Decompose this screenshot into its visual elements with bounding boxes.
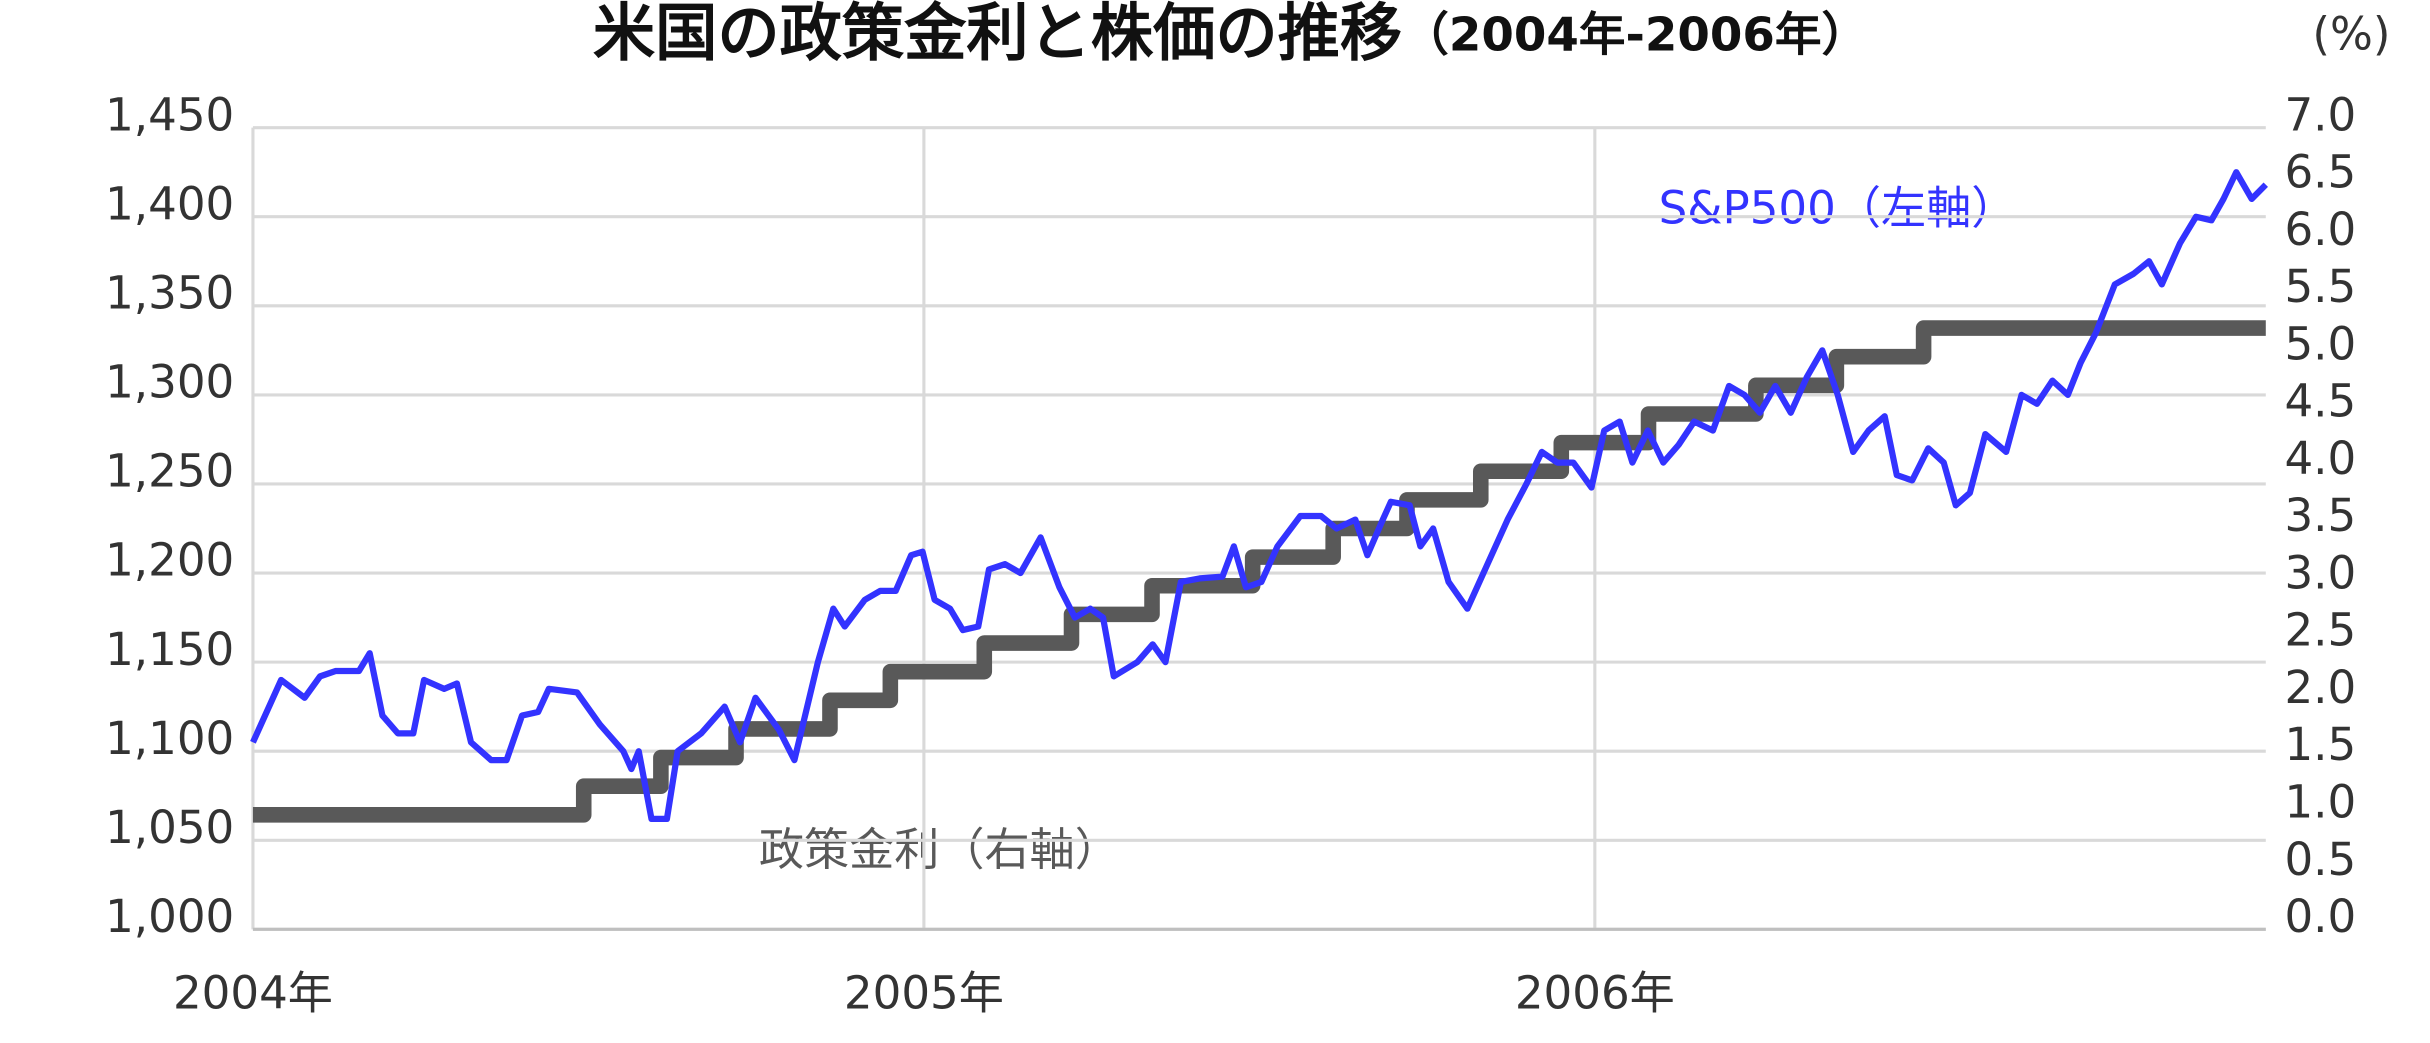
- y-tick-label: 1,150: [105, 623, 234, 676]
- y2-unit: (%): [2312, 7, 2390, 60]
- rate-annotation: 政策金利（右軸）: [759, 823, 1120, 876]
- y2-tick-label: 0.5: [2284, 833, 2356, 886]
- y2-tick-label: 5.5: [2284, 260, 2356, 313]
- y-tick-label: 1,000: [105, 890, 234, 943]
- y-tick-label: 1,450: [105, 88, 234, 141]
- y2-tick-label: 3.5: [2284, 489, 2356, 542]
- y2-tick-label: 6.0: [2284, 203, 2356, 256]
- y-tick-label: 1,350: [105, 266, 234, 319]
- y2-tick-label: 4.5: [2284, 375, 2356, 428]
- rate-line: [252, 320, 2266, 823]
- title-main: 米国の政策金利と株価の推移: [593, 0, 1402, 69]
- y-tick-label: 1,400: [105, 177, 234, 230]
- y-tick-label: 1,200: [105, 534, 234, 587]
- y2-tick-label: 2.0: [2284, 661, 2356, 714]
- y-tick-label: 1,300: [105, 356, 234, 409]
- y2-tick-label: 6.5: [2284, 146, 2356, 199]
- x-tick-label: 2005年: [844, 966, 1004, 1019]
- y2-tick-label: 1.5: [2284, 718, 2356, 771]
- y2-tick-label: 3.0: [2284, 546, 2356, 599]
- sp500-annotation: S&P500（左軸）: [1659, 182, 2017, 235]
- series-line: [250, 169, 2268, 823]
- y-tick-label: 1,250: [105, 445, 234, 498]
- y2-tick-label: 5.0: [2284, 317, 2356, 370]
- y2-tick-label: 7.0: [2284, 88, 2356, 141]
- x-tick-label: 2006年: [1515, 966, 1675, 1019]
- chart-title: 米国の政策金利と株価の推移（2004年-2006年）: [593, 0, 1868, 69]
- title-period: （2004年-2006年）: [1402, 8, 1868, 62]
- x-tick-label: 2004年: [173, 966, 333, 1019]
- y-tick-label: 1,050: [105, 801, 234, 854]
- y2-tick-label: 0.0: [2284, 890, 2356, 943]
- y2-tick-label: 4.0: [2284, 432, 2356, 485]
- y2-tick-label: 2.5: [2284, 604, 2356, 657]
- y-tick-label: 1,100: [105, 712, 234, 765]
- y2-tick-label: 1.0: [2284, 775, 2356, 828]
